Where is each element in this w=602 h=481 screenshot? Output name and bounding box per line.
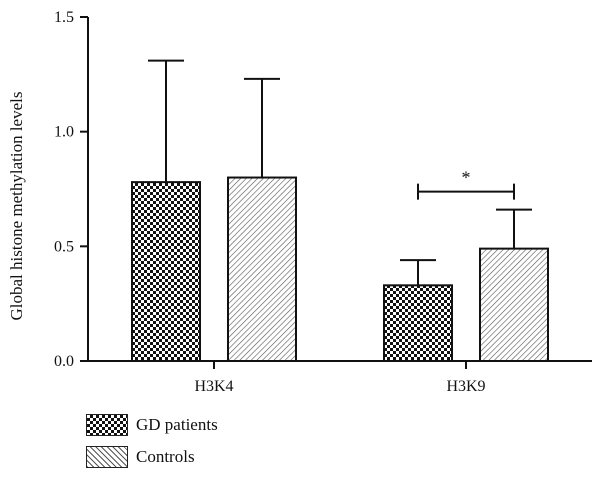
legend-label: Controls <box>136 447 195 466</box>
y-tick-label: 1.0 <box>54 124 74 141</box>
legend-item-gd-patients: GD patients <box>86 412 218 438</box>
error-bars <box>148 59 532 286</box>
legend: GD patients Controls <box>86 412 218 476</box>
y-tick-label: 0.0 <box>54 353 74 370</box>
bar <box>131 181 201 362</box>
legend-label: GD patients <box>136 415 218 434</box>
x-tick-label: H3K4 <box>194 378 233 395</box>
annotations: * <box>417 168 515 200</box>
legend-swatch-checkered <box>86 414 128 436</box>
y-tick-label: 0.5 <box>54 238 74 255</box>
legend-item-controls: Controls <box>86 444 218 470</box>
x-tick-label: H3K9 <box>446 378 485 395</box>
bar <box>383 284 453 363</box>
y-tick-label: 1.5 <box>54 9 74 26</box>
significance-marker: * <box>462 168 471 188</box>
legend-swatch-hatched <box>86 446 128 468</box>
bar <box>479 247 549 362</box>
y-axis-label: Global histone methylation levels <box>7 92 26 321</box>
bars <box>131 176 549 363</box>
bar <box>227 176 297 362</box>
